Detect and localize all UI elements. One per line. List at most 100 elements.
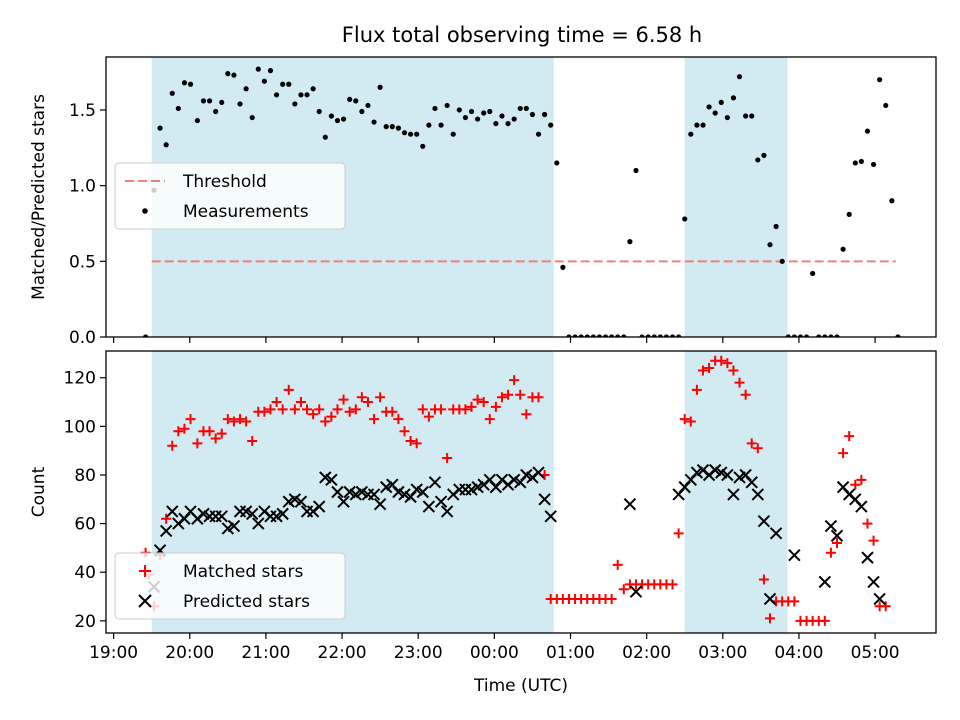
legend-box xyxy=(114,552,346,620)
measurement-point xyxy=(353,98,359,104)
predicted-point xyxy=(215,510,228,523)
matched-point xyxy=(673,528,684,539)
measurement-point xyxy=(175,105,181,112)
matched-point xyxy=(844,431,855,442)
predicted-point xyxy=(788,548,801,562)
measurement-point xyxy=(712,110,718,116)
matched-point xyxy=(247,435,258,446)
predicted-point xyxy=(337,495,350,508)
measurement-point xyxy=(420,143,426,149)
legend: Matched stars Predicted stars xyxy=(114,552,346,620)
measurement-point xyxy=(219,99,225,106)
y-tick-label: 100 xyxy=(64,417,96,437)
matched-point xyxy=(320,416,331,427)
measurement-point xyxy=(286,81,292,87)
predicted-point xyxy=(227,519,241,533)
y-tick-label: 60 xyxy=(74,515,96,535)
predicted-point xyxy=(824,519,838,533)
y-tick-label: 20 xyxy=(74,612,96,632)
measurement-point xyxy=(389,124,395,130)
matched-point xyxy=(691,384,702,395)
matched-point xyxy=(503,389,514,400)
measurement-point xyxy=(858,158,864,165)
matched-point xyxy=(423,411,434,422)
bottom-panel-star-counts: 20 40 60 80 100 120 19:00 20:00 21:00 22:00 23:00 0… xyxy=(29,350,937,696)
predicted-point xyxy=(538,493,551,506)
matched-point xyxy=(697,365,708,376)
matched-point xyxy=(216,428,227,439)
measurement-point xyxy=(761,152,767,158)
predicted-point xyxy=(367,488,381,501)
matched-point xyxy=(515,389,526,400)
measurement-point xyxy=(292,101,298,107)
matched-point xyxy=(283,384,294,395)
matched-point xyxy=(265,404,276,415)
matched-point xyxy=(722,358,733,369)
measurement-point xyxy=(474,116,481,122)
matched-point xyxy=(399,426,410,437)
measurement-point xyxy=(225,71,231,77)
y-tick-label: 80 xyxy=(74,466,96,486)
matched-point xyxy=(302,404,313,415)
matched-point xyxy=(496,392,507,403)
matched-point xyxy=(210,433,221,444)
matched-point xyxy=(533,392,544,403)
matched-point xyxy=(271,397,282,408)
measurement-point xyxy=(773,223,779,230)
measurement-point xyxy=(554,160,560,166)
measurement-point xyxy=(359,108,365,115)
measurement-point xyxy=(755,157,761,163)
matched-point xyxy=(509,375,520,386)
predicted-point xyxy=(544,510,557,523)
predicted-point xyxy=(745,476,758,489)
predicted-point xyxy=(276,507,289,521)
matched-point xyxy=(369,414,380,425)
matched-point xyxy=(472,394,483,405)
matched-point xyxy=(484,414,495,425)
matched-point xyxy=(490,401,501,412)
legend-label: Matched stars xyxy=(183,562,303,582)
y-axis-label: Count xyxy=(29,466,49,517)
matched-point xyxy=(222,414,233,425)
measurement-point xyxy=(407,131,414,137)
measurement-point xyxy=(743,113,749,119)
predicted-point xyxy=(416,485,429,499)
measurement-point xyxy=(481,110,487,116)
predicted-point xyxy=(818,575,832,589)
matched-point xyxy=(862,518,873,529)
measurement-point xyxy=(157,125,163,131)
measurement-point xyxy=(852,160,858,166)
predicted-point xyxy=(325,473,338,487)
measurement-point xyxy=(243,86,249,92)
measurement-point xyxy=(169,90,175,96)
matched-point xyxy=(277,404,288,415)
measurement-point xyxy=(542,111,548,118)
measurement-point xyxy=(438,122,444,128)
measurement-point xyxy=(298,92,304,98)
y-tick-label: 1.5 xyxy=(69,101,96,121)
measurement-point xyxy=(462,114,469,121)
matched-point xyxy=(417,404,428,415)
measurement-point xyxy=(365,102,371,109)
legend-box xyxy=(114,162,346,230)
measurement-point xyxy=(529,111,536,118)
predicted-point xyxy=(623,497,637,511)
matched-point xyxy=(868,535,879,546)
legend-marker-matched xyxy=(139,565,151,577)
x-tick-label: 01:00 xyxy=(546,643,595,663)
matched-point xyxy=(344,406,355,417)
measurement-point xyxy=(487,108,493,115)
measurement-point xyxy=(231,72,237,78)
measurement-point xyxy=(328,113,334,119)
measurement-point xyxy=(877,77,883,83)
series-predicted-stars xyxy=(147,463,886,606)
measurement-point xyxy=(213,108,219,115)
matched-point xyxy=(789,596,800,607)
axes-frame xyxy=(105,350,937,634)
matched-point xyxy=(314,404,325,415)
measurement-point xyxy=(426,122,432,128)
matched-point xyxy=(436,404,447,415)
measurement-point xyxy=(633,167,639,174)
legend: Threshold Measurements xyxy=(114,162,346,230)
